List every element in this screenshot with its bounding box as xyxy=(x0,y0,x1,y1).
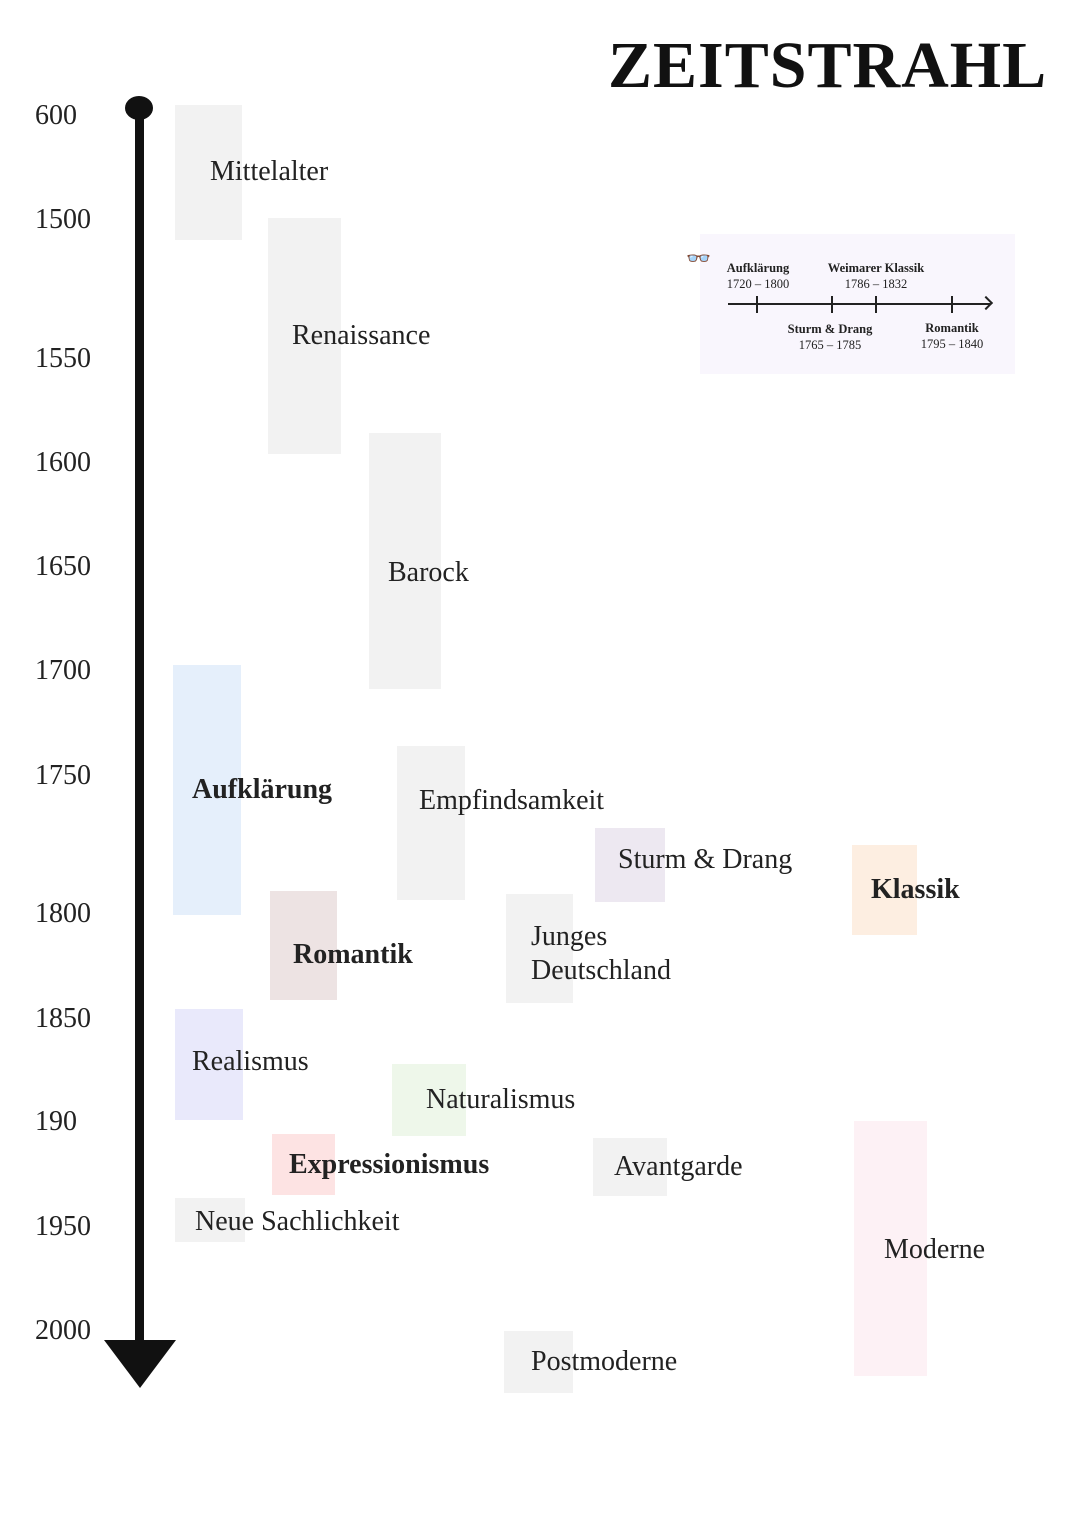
mini-tick xyxy=(831,296,833,313)
epoch-label: Junges xyxy=(531,921,608,952)
mini-tick xyxy=(875,296,877,313)
epoch-label: Mittelalter xyxy=(210,156,329,187)
epoch-label: Avantgarde xyxy=(614,1151,743,1182)
year-label: 600 xyxy=(35,100,77,131)
epoch-bar-renaissance xyxy=(268,218,341,454)
epoch-bar-sturm-und-drang xyxy=(595,828,665,902)
year-label: 1500 xyxy=(35,204,91,235)
epoch-label: Sturm & Drang xyxy=(618,844,793,875)
epoch-bar-realismus xyxy=(175,1009,243,1120)
mini-label-aufklaerung: Aufklärung 1720 – 1800 xyxy=(726,261,790,291)
axis-arrow-icon xyxy=(104,1340,176,1388)
year-label: 1550 xyxy=(35,343,91,374)
year-label: 1700 xyxy=(35,655,91,686)
epoch-bar-mittelalter xyxy=(175,105,242,240)
mini-label-weimarer-klassik: Weimarer Klassik 1786 – 1832 xyxy=(827,261,925,291)
mini-tick xyxy=(951,296,953,313)
glasses-icon: 👓 xyxy=(686,248,711,270)
mini-timeline-line xyxy=(728,303,990,305)
epoch-label: Moderne xyxy=(884,1234,986,1265)
year-label: 1650 xyxy=(35,551,91,582)
epoch-label: Klassik xyxy=(871,874,960,905)
mini-label-sturm-und-drang: Sturm & Drang 1765 – 1785 xyxy=(787,322,873,352)
year-label: 1800 xyxy=(35,898,91,929)
epoch-bar-klassik xyxy=(852,845,917,935)
mini-tick xyxy=(756,296,758,313)
year-label: 2000 xyxy=(35,1315,91,1346)
epoch-label: Empfindsamkeit xyxy=(419,785,605,816)
timeline-axis xyxy=(135,108,144,1348)
year-label: 1950 xyxy=(35,1211,91,1242)
year-label: 1600 xyxy=(35,447,91,478)
epoch-label: Romantik xyxy=(293,939,413,970)
epoch-bar-aufklaerung xyxy=(173,665,241,915)
year-label: 1750 xyxy=(35,760,91,791)
epoch-bar-naturalismus xyxy=(392,1064,466,1136)
epoch-bar-junges-deutschland xyxy=(506,894,573,1003)
epoch-bar-barock xyxy=(369,433,441,689)
epoch-label: Expressionismus xyxy=(289,1149,490,1180)
year-label: 190 xyxy=(35,1106,77,1137)
epoch-bar-neue-sachlichkeit xyxy=(175,1198,245,1242)
epoch-label: Realismus xyxy=(192,1046,309,1077)
epoch-bar-avantgarde xyxy=(593,1138,667,1196)
page-title: ZEITSTRAHL xyxy=(608,29,1048,102)
epoch-bar-postmoderne xyxy=(504,1331,573,1393)
epoch-label: Aufklärung xyxy=(192,774,333,805)
epoch-bar-moderne xyxy=(854,1121,927,1376)
epoch-label: Postmoderne xyxy=(531,1346,678,1377)
year-label: 1850 xyxy=(35,1003,91,1034)
mini-label-romantik: Romantik 1795 – 1840 xyxy=(920,321,984,351)
epoch-label: Naturalismus xyxy=(426,1084,576,1115)
epoch-label: Barock xyxy=(388,557,469,588)
epoch-bar-romantik xyxy=(270,891,337,1000)
epoch-label: Renaissance xyxy=(292,320,431,351)
epoch-bar-empfindsamkeit xyxy=(397,746,465,900)
epoch-label: Neue Sachlichkeit xyxy=(195,1206,400,1237)
epoch-bar-expressionismus xyxy=(272,1134,335,1195)
epoch-label: Deutschland xyxy=(531,955,671,986)
